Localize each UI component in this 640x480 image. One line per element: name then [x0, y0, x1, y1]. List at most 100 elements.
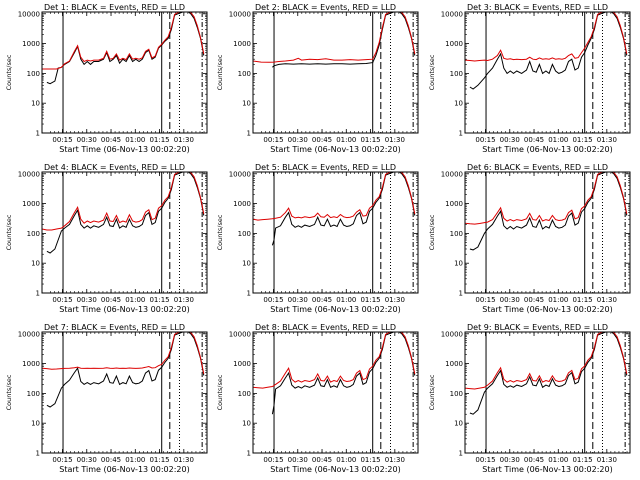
x-axis-label: Start Time (06-Nov-13 00:02:20) — [59, 145, 189, 154]
x-tick-label: 01:00 — [125, 456, 145, 464]
x-tick-label: 00:30 — [77, 296, 97, 304]
x-tick-label: 01:30 — [174, 136, 194, 144]
y-tick-label: 100 — [27, 70, 40, 78]
events-series-line — [469, 332, 628, 415]
y-tick-label: 10000 — [18, 10, 40, 18]
y-tick-label: 1000 — [22, 200, 40, 208]
y-tick-label: 1000 — [22, 40, 40, 48]
x-tick-label: 01:15 — [572, 136, 592, 144]
y-tick-label: 1 — [36, 450, 40, 458]
x-tick-label: 00:30 — [500, 296, 520, 304]
panel-title: Det 3: BLACK = Events, RED = LLD — [467, 3, 608, 12]
y-tick-label: 1 — [247, 450, 251, 458]
y-tick-label: 100 — [450, 390, 463, 398]
y-tick-label: 1 — [247, 290, 251, 298]
y-tick-label: 100 — [27, 230, 40, 238]
detector-panel-3: Det 3: BLACK = Events, RED = LLD Counts/s… — [428, 3, 631, 154]
y-tick-label: 10000 — [229, 170, 251, 178]
x-tick-label: 01:15 — [360, 296, 380, 304]
y-tick-label: 10 — [454, 420, 463, 428]
x-axis-label: Start Time (06-Nov-13 00:02:20) — [59, 305, 189, 314]
y-tick-label: 10000 — [441, 10, 463, 18]
events-series-line — [271, 332, 416, 415]
y-tick-label: 10000 — [441, 170, 463, 178]
plot-area — [465, 172, 628, 293]
x-axis-label: Start Time (06-Nov-13 00:02:20) — [482, 465, 612, 474]
x-tick-label: 01:15 — [149, 136, 169, 144]
plot-frame — [252, 11, 419, 134]
y-tick-label: 1 — [36, 290, 40, 298]
x-axis-label: Start Time (06-Nov-13 00:02:20) — [482, 305, 612, 314]
x-tick-label: 00:15 — [475, 296, 495, 304]
y-tick-label: 10 — [454, 260, 463, 268]
y-tick-label: 10 — [242, 420, 251, 428]
panel-title: Det 2: BLACK = Events, RED = LLD — [255, 3, 396, 12]
y-axis-label: Counts/sec — [5, 374, 13, 410]
y-tick-label: 10000 — [229, 330, 251, 338]
detector-panel-8: Det 8: BLACK = Events, RED = LLD Counts/s… — [216, 323, 419, 474]
plot-frame — [41, 11, 208, 134]
x-tick-label: 00:30 — [288, 296, 308, 304]
y-tick-label: 100 — [238, 390, 251, 398]
y-axis-label: Counts/sec — [216, 54, 224, 90]
x-tick-label: 01:30 — [597, 456, 617, 464]
x-tick-label: 01:00 — [548, 456, 568, 464]
x-tick-label: 00:15 — [475, 456, 495, 464]
x-tick-label: 00:45 — [524, 296, 544, 304]
y-axis-label: Counts/sec — [428, 214, 436, 250]
x-tick-label: 00:30 — [77, 456, 97, 464]
x-tick-label: 01:15 — [149, 296, 169, 304]
panel-title: Det 8: BLACK = Events, RED = LLD — [255, 323, 396, 332]
plot-area — [253, 12, 416, 133]
x-tick-label: 01:30 — [385, 136, 405, 144]
detector-panel-9: Det 9: BLACK = Events, RED = LLD Counts/s… — [428, 323, 631, 474]
plot-area — [42, 172, 205, 293]
events-series-line — [46, 172, 205, 254]
y-axis-label: Counts/sec — [216, 374, 224, 410]
x-axis-label: Start Time (06-Nov-13 00:02:20) — [270, 145, 400, 154]
x-axis-label: Start Time (06-Nov-13 00:02:20) — [270, 305, 400, 314]
plot-frame — [252, 171, 419, 294]
x-tick-label: 01:30 — [385, 296, 405, 304]
x-axis-label: Start Time (06-Nov-13 00:02:20) — [482, 145, 612, 154]
plot-area — [465, 12, 628, 133]
panel-title: Det 7: BLACK = Events, RED = LLD — [44, 323, 185, 332]
x-tick-label: 01:15 — [572, 296, 592, 304]
x-tick-label: 01:15 — [360, 456, 380, 464]
x-tick-label: 01:30 — [385, 456, 405, 464]
x-tick-label: 00:30 — [500, 456, 520, 464]
events-series-line — [469, 12, 628, 90]
plot-frame — [464, 11, 631, 134]
panel-title: Det 5: BLACK = Events, RED = LLD — [255, 163, 396, 172]
plot-area — [253, 332, 416, 453]
x-tick-label: 00:15 — [263, 296, 283, 304]
y-tick-label: 10 — [242, 100, 251, 108]
x-tick-label: 00:45 — [101, 136, 121, 144]
plot-frame — [464, 331, 631, 454]
plot-frame — [252, 331, 419, 454]
y-tick-label: 10 — [242, 260, 251, 268]
detector-panel-6: Det 6: BLACK = Events, RED = LLD Counts/s… — [428, 163, 631, 314]
y-tick-label: 1000 — [22, 360, 40, 368]
x-tick-label: 00:15 — [52, 456, 72, 464]
detector-panel-7: Det 7: BLACK = Events, RED = LLD Counts/s… — [5, 323, 208, 474]
events-series-line — [271, 172, 416, 246]
events-series-line — [272, 12, 416, 68]
y-tick-label: 100 — [27, 390, 40, 398]
detector-panel-5: Det 5: BLACK = Events, RED = LLD Counts/s… — [216, 163, 419, 314]
y-tick-label: 1 — [36, 130, 40, 138]
x-tick-label: 00:45 — [524, 456, 544, 464]
y-tick-label: 10000 — [229, 10, 251, 18]
detector-panel-4: Det 4: BLACK = Events, RED = LLD Counts/s… — [5, 163, 208, 314]
y-tick-label: 1 — [459, 450, 463, 458]
x-tick-label: 00:15 — [475, 136, 495, 144]
y-tick-label: 10 — [454, 100, 463, 108]
x-tick-label: 01:15 — [572, 456, 592, 464]
y-tick-label: 10000 — [18, 170, 40, 178]
lld-series-line — [253, 12, 416, 63]
y-tick-label: 1 — [459, 130, 463, 138]
plot-area — [42, 332, 205, 453]
plot-frame — [41, 331, 208, 454]
x-tick-label: 00:45 — [312, 456, 332, 464]
